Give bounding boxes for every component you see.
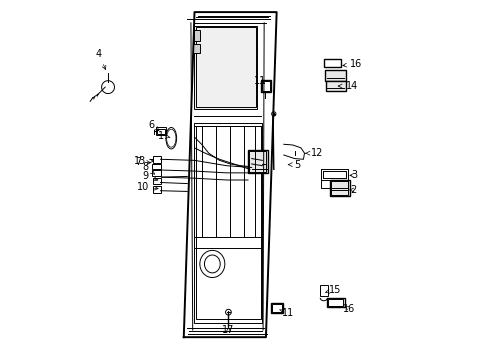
- Bar: [331, 181, 348, 195]
- Text: 7: 7: [135, 157, 150, 167]
- Bar: [152, 163, 161, 169]
- Bar: [325, 81, 346, 91]
- Bar: [261, 81, 270, 91]
- Bar: [326, 298, 344, 307]
- Bar: [271, 303, 282, 313]
- Text: 11: 11: [279, 308, 294, 318]
- Bar: [196, 126, 260, 319]
- Text: 3: 3: [349, 170, 357, 180]
- Bar: [195, 27, 255, 108]
- Bar: [194, 123, 262, 323]
- Bar: [327, 299, 343, 306]
- Ellipse shape: [165, 127, 176, 149]
- Bar: [152, 170, 161, 176]
- Text: 4: 4: [96, 49, 105, 69]
- Text: 2: 2: [349, 185, 356, 195]
- Text: 8: 8: [142, 162, 154, 174]
- Text: 9: 9: [142, 171, 158, 181]
- Text: 16: 16: [343, 303, 355, 314]
- Bar: [153, 157, 161, 163]
- Bar: [156, 127, 165, 135]
- Bar: [319, 285, 328, 296]
- Text: 15: 15: [325, 285, 341, 295]
- Text: 10: 10: [136, 182, 158, 192]
- Bar: [329, 180, 349, 196]
- Text: 13: 13: [134, 156, 153, 166]
- Bar: [157, 129, 164, 134]
- Bar: [193, 44, 200, 53]
- Text: 17: 17: [222, 325, 234, 335]
- Text: 16: 16: [342, 59, 362, 69]
- Bar: [153, 178, 160, 184]
- Text: 1: 1: [158, 131, 169, 141]
- Text: 5: 5: [288, 159, 300, 170]
- Bar: [153, 186, 160, 193]
- Bar: [272, 304, 281, 312]
- Text: 6: 6: [148, 120, 159, 131]
- Bar: [248, 151, 266, 172]
- Bar: [260, 80, 271, 93]
- Bar: [247, 150, 267, 173]
- Bar: [324, 70, 346, 81]
- Bar: [193, 30, 200, 41]
- Text: 12: 12: [305, 148, 323, 158]
- Bar: [194, 26, 257, 109]
- Bar: [323, 59, 340, 67]
- Text: 11: 11: [253, 76, 265, 86]
- Text: 14: 14: [338, 81, 357, 91]
